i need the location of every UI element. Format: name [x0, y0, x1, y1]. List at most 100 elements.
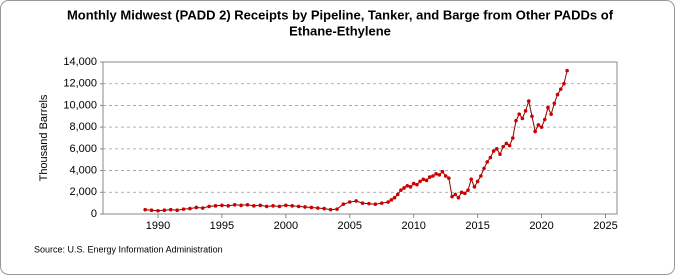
data-point: [434, 172, 438, 176]
data-point: [245, 202, 250, 207]
data-point: [469, 177, 474, 182]
data-point: [488, 155, 493, 160]
data-point: [501, 144, 506, 149]
data-point: [421, 177, 426, 182]
data-point: [200, 206, 205, 210]
data-point: [207, 204, 211, 209]
data-point: [558, 87, 563, 91]
data-point: [347, 200, 352, 204]
data-point: [463, 191, 467, 196]
data-point: [491, 149, 496, 153]
data-point: [335, 207, 339, 211]
data-point: [156, 208, 160, 213]
data-point: [194, 205, 199, 210]
data-point: [188, 206, 192, 211]
data-point: [495, 147, 499, 151]
data-point: [271, 204, 275, 208]
data-point: [322, 206, 326, 211]
data-point: [456, 195, 461, 200]
data-point: [530, 114, 534, 119]
data-point: [399, 188, 403, 192]
y-tick-label: 6,000: [69, 143, 97, 155]
data-point: [405, 183, 410, 188]
data-point: [389, 198, 394, 202]
data-point: [213, 204, 218, 208]
y-tick-label: 14,000: [63, 56, 97, 68]
data-point: [264, 204, 269, 209]
y-tick-label: 12,000: [63, 78, 97, 90]
data-point: [431, 174, 435, 178]
y-tick-label: 10,000: [63, 99, 97, 111]
data-point: [149, 208, 154, 212]
data-point: [482, 166, 486, 171]
data-point: [472, 185, 477, 189]
source-note: Source: U.S. Energy Information Administ…: [34, 244, 223, 254]
data-point: [555, 92, 560, 97]
data-point: [226, 204, 231, 208]
data-point: [504, 141, 509, 146]
data-point: [450, 194, 454, 199]
x-tick-label: 1995: [210, 220, 234, 232]
data-point: [533, 129, 537, 134]
data-point: [232, 202, 237, 207]
data-point: [542, 117, 547, 122]
data-point: [239, 203, 243, 208]
data-point: [552, 101, 557, 106]
x-tick-label: 2015: [465, 220, 489, 232]
x-tick-label: 2020: [529, 220, 553, 232]
data-point: [162, 208, 167, 212]
data-point: [440, 169, 445, 174]
chart-title: Monthly Midwest (PADD 2) Receipts by Pip…: [67, 7, 614, 22]
data-point: [303, 205, 307, 209]
data-point: [408, 185, 413, 189]
data-point: [143, 207, 147, 212]
data-point: [395, 192, 400, 197]
data-point: [415, 182, 419, 187]
x-tick-label: 2000: [274, 220, 298, 232]
data-point: [565, 68, 569, 73]
data-point: [418, 179, 422, 184]
data-point: [411, 181, 416, 186]
data-point: [539, 125, 544, 129]
data-point: [386, 200, 390, 204]
data-point: [181, 207, 186, 211]
data-point: [466, 188, 470, 192]
data-point: [341, 202, 346, 207]
x-tick-label: 2005: [338, 220, 362, 232]
data-point: [316, 206, 320, 210]
data-point: [258, 203, 263, 208]
y-axis-label: Thousand Barrels: [38, 94, 50, 181]
data-point: [479, 174, 483, 178]
data-point: [309, 205, 314, 210]
data-point: [514, 118, 518, 123]
data-point: [373, 202, 378, 207]
data-point: [220, 203, 224, 208]
data-point: [523, 109, 528, 113]
data-point: [424, 178, 429, 183]
x-tick-label: 1990: [146, 220, 170, 232]
y-tick-label: 8,000: [69, 121, 97, 133]
data-point: [526, 99, 531, 103]
data-point: [296, 204, 301, 209]
data-point: [354, 199, 358, 203]
data-point: [360, 201, 365, 205]
data-point: [277, 204, 282, 209]
data-point: [498, 152, 502, 157]
x-tick-label: 2025: [593, 220, 617, 232]
data-point: [536, 123, 541, 127]
data-point: [175, 208, 179, 212]
data-point: [392, 195, 397, 200]
data-point: [507, 143, 512, 148]
data-point: [447, 176, 451, 180]
data-point: [517, 112, 521, 116]
chart-title: Ethane-Ethylene: [289, 23, 391, 38]
y-tick-label: 0: [91, 208, 97, 220]
data-point: [402, 186, 406, 190]
data-point: [510, 136, 515, 140]
data-point: [459, 190, 464, 195]
data-point: [328, 207, 333, 212]
data-point: [437, 173, 442, 177]
data-point: [453, 192, 458, 197]
